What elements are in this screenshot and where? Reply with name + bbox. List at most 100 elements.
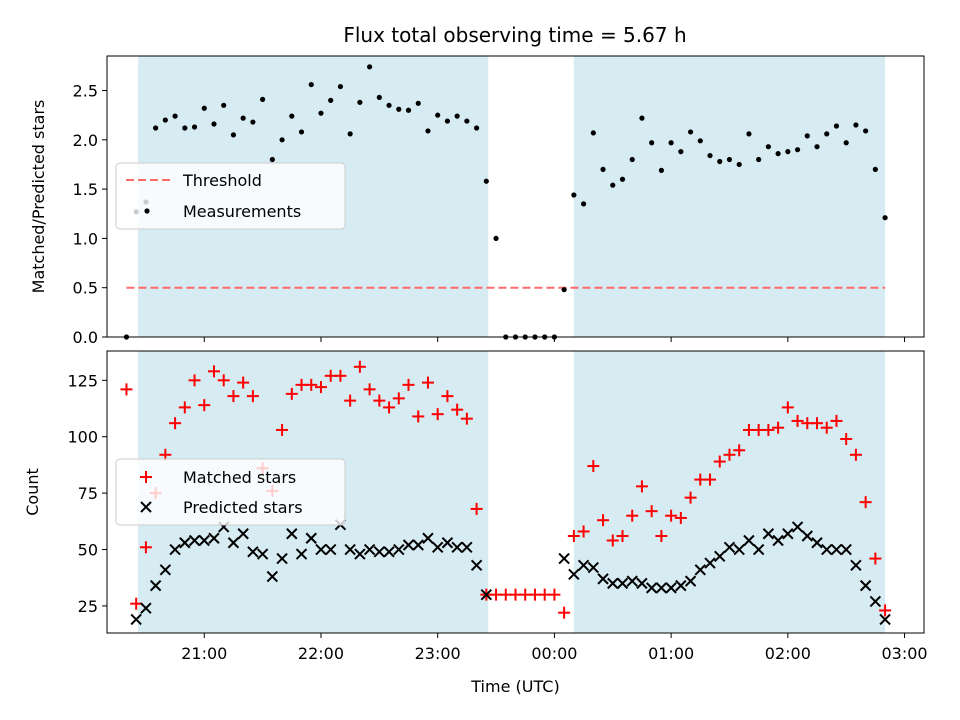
x-tick-label: 01:00	[648, 644, 694, 663]
x-tick-label: 00:00	[531, 644, 577, 663]
x-tick-label: 03:00	[881, 644, 927, 663]
matched-star-point	[772, 421, 785, 434]
measurement-point	[561, 287, 567, 293]
legend-predicted-swatch	[140, 501, 152, 513]
matched-star-point	[859, 496, 872, 509]
matched-star-point	[383, 401, 396, 414]
matched-star-point	[314, 381, 327, 394]
measurement-point	[211, 121, 217, 127]
measurement-point	[804, 133, 810, 139]
measurement-point	[668, 140, 674, 146]
predicted-star-point	[431, 541, 444, 553]
predicted-star-point	[811, 537, 823, 549]
matched-star-point	[412, 410, 425, 423]
measurement-point	[580, 201, 587, 207]
measurement-point	[386, 102, 392, 108]
matched-star-point	[665, 509, 678, 522]
measurement-point	[483, 178, 489, 184]
top-axes-frame	[106, 55, 925, 338]
legend-predicted-label: Predicted stars	[183, 498, 303, 517]
measurement-point	[172, 113, 178, 119]
matched-star-point	[373, 394, 386, 407]
predicted-star-point	[587, 561, 600, 574]
measurement-point	[454, 113, 460, 119]
matched-star-point	[781, 401, 794, 414]
measurement-point	[590, 130, 596, 136]
predicted-star-point	[762, 528, 775, 540]
matched-star-point	[237, 376, 250, 389]
predicted-star-point	[869, 595, 882, 608]
predicted-star-point	[821, 543, 833, 556]
measurement-point	[872, 166, 878, 172]
bottom-y-tick-label: 25	[78, 597, 98, 616]
predicted-stars-points	[130, 519, 891, 626]
matched-star-point	[762, 423, 775, 436]
predicted-star-point	[859, 579, 872, 592]
measurement-point	[376, 94, 382, 101]
top-y-tick-label: 2.0	[73, 131, 98, 150]
predicted-star-point	[723, 541, 736, 553]
measurement-point	[736, 161, 742, 168]
predicted-star-point	[140, 602, 152, 614]
bottom-x-ticks: 21:00 22:00 23:00 00:00 01:00 02:00 03:00	[181, 633, 928, 663]
predicted-star-point	[782, 528, 794, 540]
predicted-star-point	[451, 541, 463, 553]
measurement-point	[649, 140, 655, 146]
bottom-legend-box	[115, 458, 346, 526]
predicted-star-point	[305, 532, 317, 544]
matched-star-point	[840, 432, 853, 445]
measurement-point	[853, 122, 859, 128]
predicted-star-point	[665, 582, 677, 594]
predicted-star-point	[237, 528, 249, 540]
x-tick-label: 22:00	[298, 644, 344, 663]
matched-star-point	[558, 606, 571, 619]
measurement-point	[250, 119, 256, 125]
predicted-star-point	[344, 543, 356, 556]
measurement-point	[328, 97, 334, 103]
predicted-star-point	[714, 550, 726, 563]
matched-star-point	[441, 390, 454, 403]
top-y-tick-label: 2.5	[73, 82, 98, 101]
measurement-point	[610, 182, 616, 188]
matched-star-point	[217, 374, 230, 387]
matched-star-point	[733, 444, 746, 457]
predicted-star-point	[879, 613, 891, 626]
measurement-point	[318, 110, 324, 116]
matched-star-point	[567, 529, 580, 542]
matched-star-point	[363, 383, 376, 396]
predicted-star-point	[733, 543, 745, 556]
predicted-star-point	[694, 564, 707, 576]
top-legend-box	[115, 162, 346, 230]
matched-star-point	[820, 421, 833, 434]
matched-star-point	[421, 376, 434, 389]
matched-star-point	[616, 529, 629, 542]
bottom-y-ticks: 25 50 75 100 125	[67, 371, 107, 616]
bottom-y-tick-label: 125	[67, 371, 98, 390]
matched-star-point	[353, 360, 366, 373]
bottom-y-tick-label: 50	[78, 541, 98, 560]
matched-star-point	[626, 509, 639, 522]
matched-star-point	[169, 417, 182, 430]
matched-star-point	[431, 408, 444, 421]
measurement-point	[639, 115, 645, 121]
matched-star-point	[470, 502, 483, 515]
chart-title: Flux total observing time = 5.67 h	[343, 23, 686, 47]
predicted-star-point	[616, 577, 629, 590]
predicted-star-point	[179, 537, 191, 549]
x-tick-label: 23:00	[415, 644, 461, 663]
measurement-point	[814, 144, 820, 150]
predicted-star-point	[276, 552, 288, 565]
predicted-star-point	[801, 530, 813, 542]
measurement-point	[473, 125, 480, 131]
matched-star-point	[606, 534, 619, 547]
measurement-point	[882, 215, 888, 221]
measurement-point	[765, 144, 771, 150]
measurement-point	[308, 81, 314, 88]
measurement-point	[833, 123, 840, 129]
measurement-point	[756, 156, 762, 163]
measurement-point	[201, 105, 207, 111]
legend-measurements-label: Measurements	[183, 202, 301, 221]
matched-star-point	[285, 387, 298, 400]
measurement-point	[619, 176, 626, 182]
predicted-star-point	[198, 534, 210, 547]
